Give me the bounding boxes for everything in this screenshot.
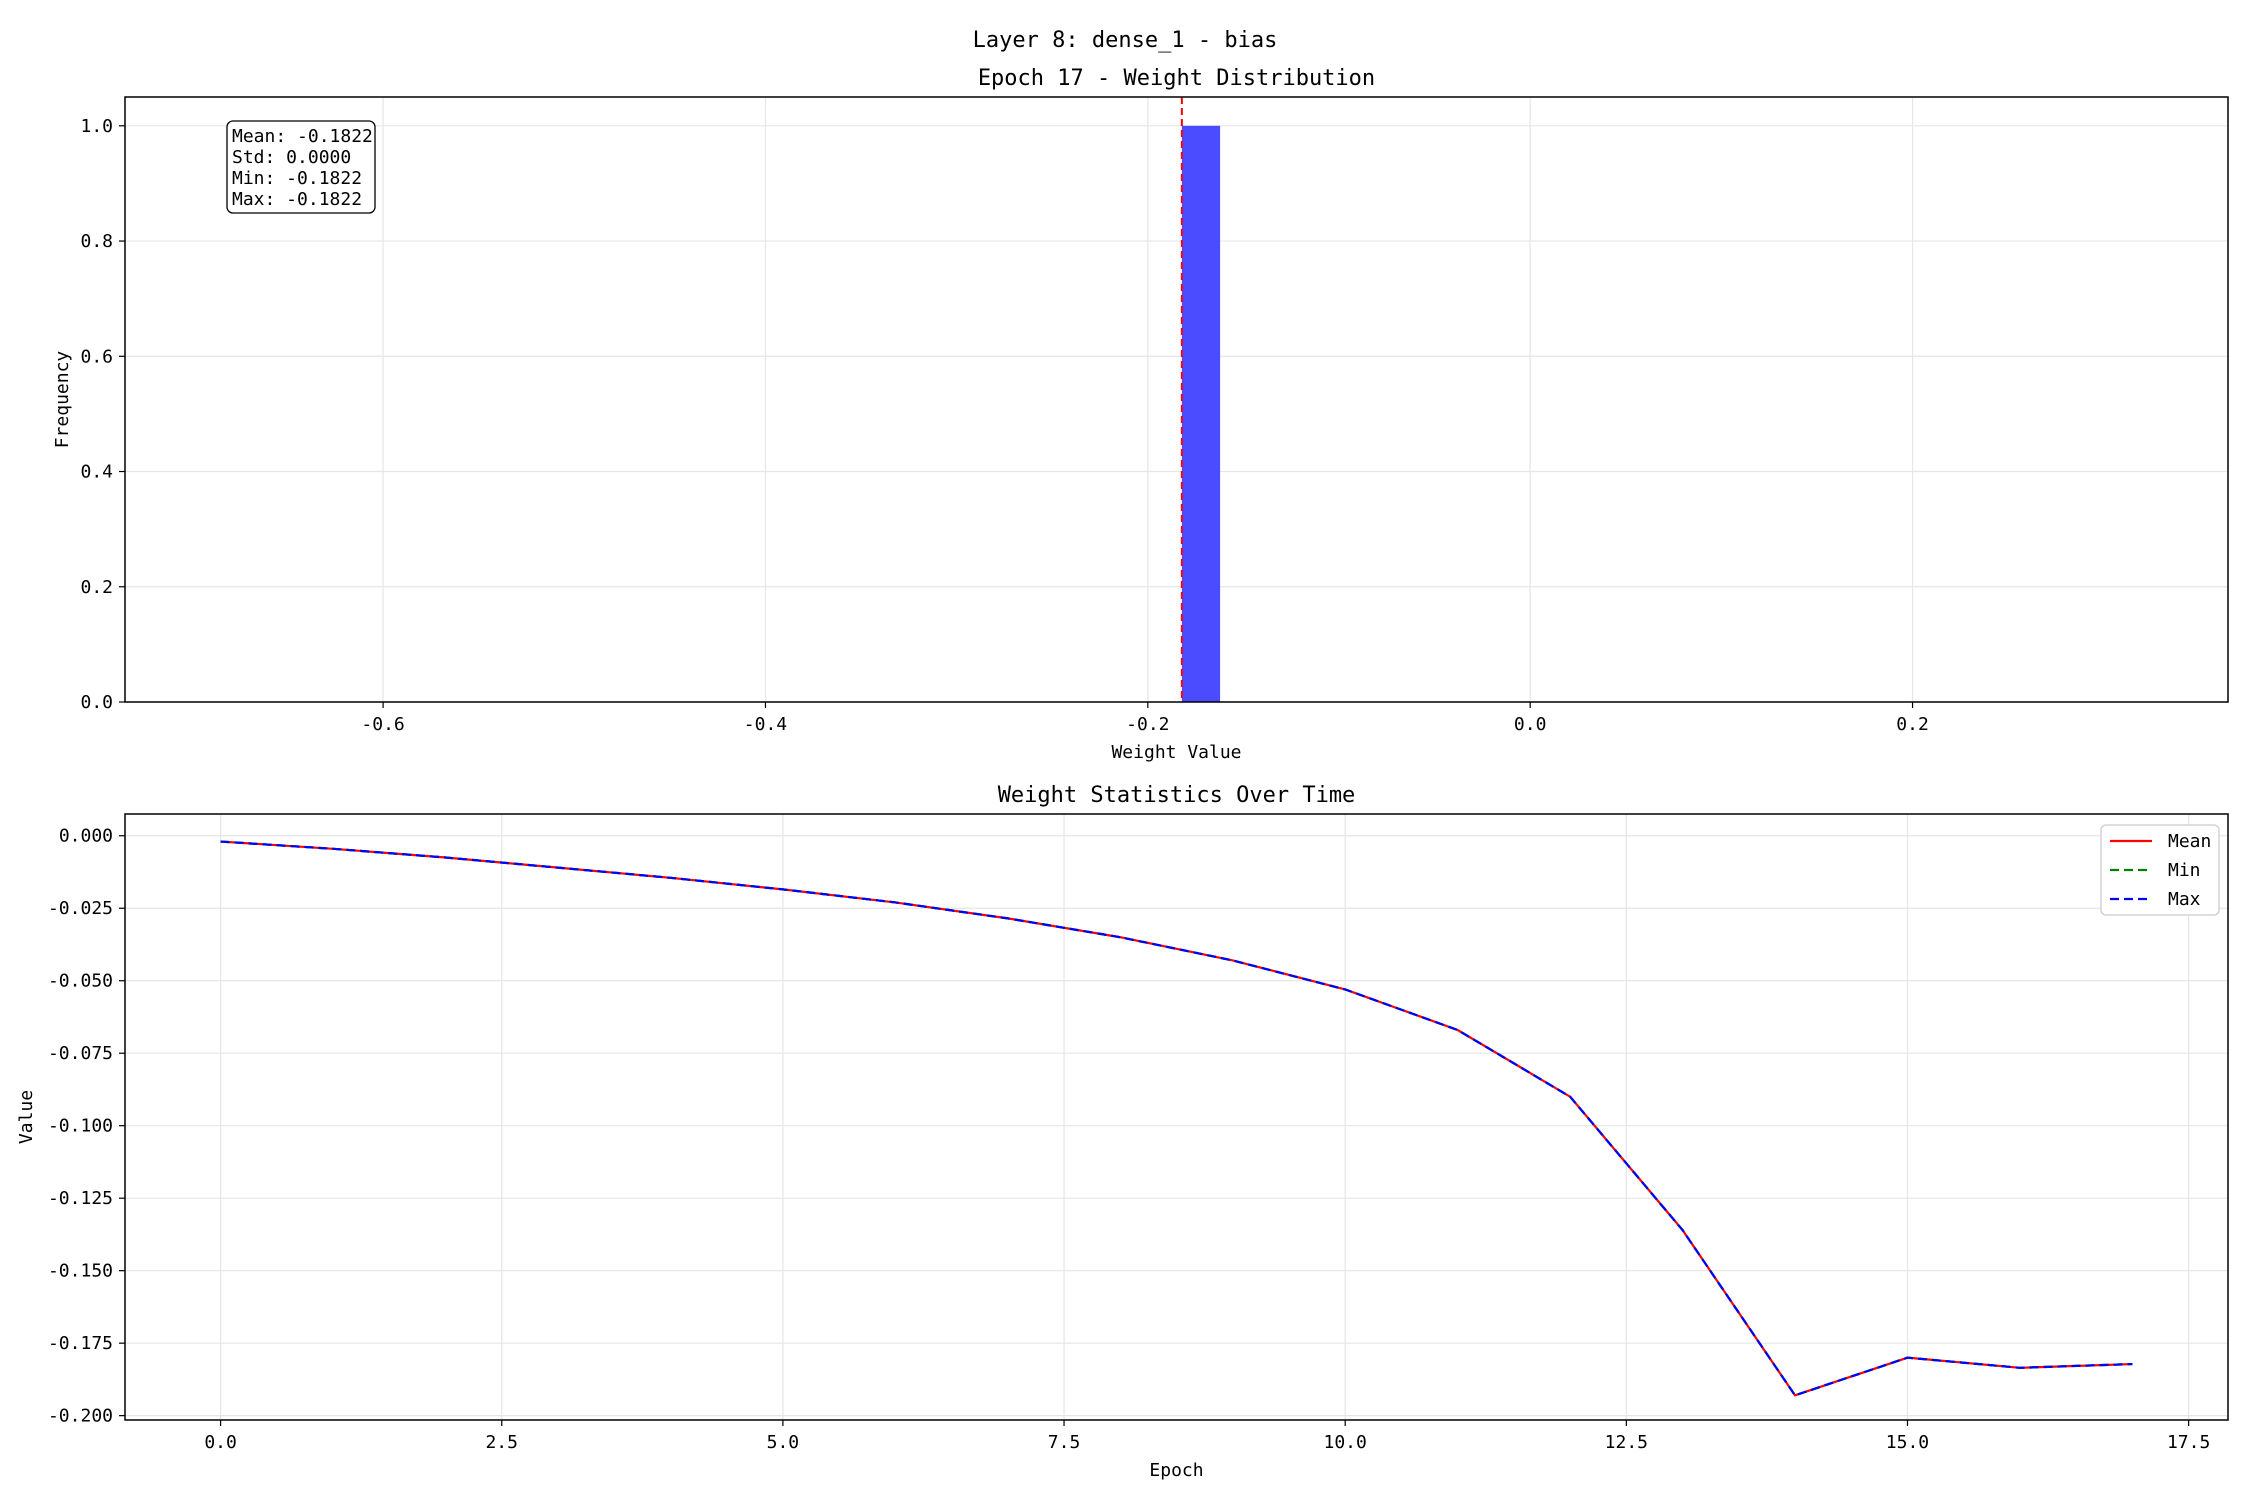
y-tick-label: -0.125 (48, 1188, 113, 1209)
statistics-line-chart: 0.0 2.5 5.0 7.5 10.0 12.5 15.0 17.5 0.000 -0.025 -… (16, 783, 2229, 1481)
y-tick-label: 0.0 (80, 692, 113, 713)
y-tick-label: -0.175 (48, 1333, 113, 1354)
series-line-min (220, 840, 2133, 1397)
figure-suptitle: Layer 8: dense_1 - bias (973, 28, 1278, 53)
y-tick-label: 0.000 (59, 826, 113, 847)
histogram-bar (1181, 125, 1221, 703)
x-tick-label: 15.0 (1886, 1432, 1929, 1453)
x-axis-label: Epoch (1149, 1460, 1203, 1481)
stats-line: Std: 0.0000 (232, 147, 351, 168)
y-axis-label: Value (16, 1090, 37, 1144)
stats-box-frame (226, 120, 376, 214)
x-tick-label: 17.5 (2167, 1432, 2210, 1453)
y-tick-label: 0.8 (80, 231, 113, 252)
y-axis-label: Frequency (52, 351, 73, 449)
x-tick-label: -0.6 (361, 714, 404, 735)
legend: Mean Min Max (2100, 824, 2220, 916)
stats-line: Max: -0.1822 (232, 189, 362, 210)
x-tick-label: 7.5 (1048, 1432, 1081, 1453)
line-chart-frame (124, 813, 2229, 1421)
chart-title: Weight Statistics Over Time (998, 783, 1356, 808)
histogram-frame (124, 96, 2229, 703)
stats-line: Mean: -0.1822 (232, 126, 373, 147)
x-tick-label: 0.0 (204, 1432, 237, 1453)
x-axis-label: Weight Value (1111, 742, 1241, 763)
legend-label: Mean (2168, 831, 2211, 852)
x-tick-label: 12.5 (1605, 1432, 1648, 1453)
y-tick-label: -0.150 (48, 1261, 113, 1282)
y-tick-label: -0.075 (48, 1043, 113, 1064)
y-tick-label: 0.6 (80, 346, 113, 367)
histogram-chart: -0.6 -0.4 -0.2 0.0 0.2 0.0 0.2 0.4 0.6 0.8 1.0 Epoc… (52, 66, 2229, 763)
y-tick-label: 0.2 (80, 577, 113, 598)
y-tick-label: 1.0 (80, 116, 113, 137)
x-tick-label: -0.4 (744, 714, 787, 735)
x-tick-label: -0.2 (1126, 714, 1169, 735)
y-tick-label: -0.025 (48, 898, 113, 919)
stats-line: Min: -0.1822 (232, 168, 362, 189)
legend-frame (2100, 824, 2220, 916)
y-tick-label: -0.100 (48, 1116, 113, 1137)
x-tick-label: 10.0 (1324, 1432, 1367, 1453)
x-tick-label: 0.0 (1514, 714, 1547, 735)
y-tick-label: -0.200 (48, 1406, 113, 1427)
legend-label: Min (2168, 860, 2201, 881)
series-line-max (220, 840, 2133, 1397)
y-tick-label: -0.050 (48, 971, 113, 992)
x-tick-label: 0.2 (1896, 714, 1929, 735)
x-tick-label: 2.5 (485, 1432, 518, 1453)
y-tick-label: 0.4 (80, 462, 113, 483)
x-tick-label: 5.0 (767, 1432, 800, 1453)
series-line-mean (220, 840, 2133, 1397)
chart-title: Epoch 17 - Weight Distribution (978, 66, 1375, 91)
legend-label: Max (2168, 889, 2201, 910)
